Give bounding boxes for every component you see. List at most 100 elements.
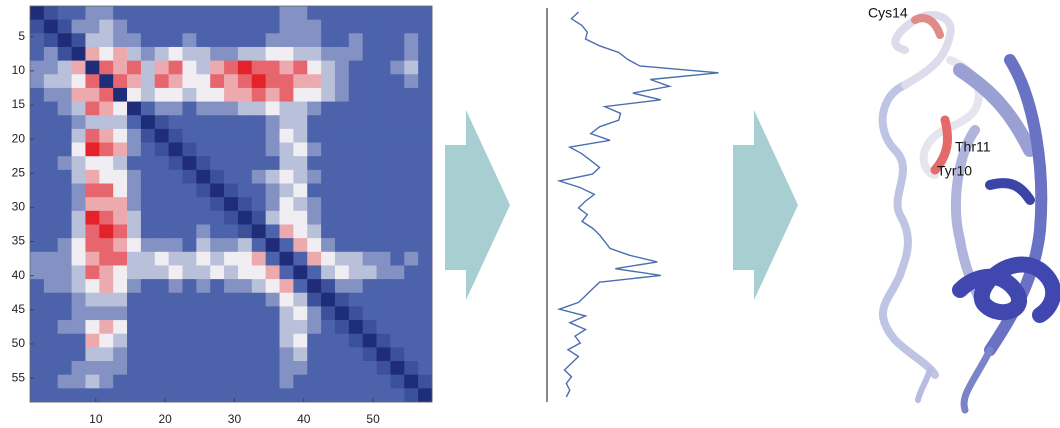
heatmap-cell [30, 375, 44, 389]
heatmap-cell [113, 279, 127, 293]
heatmap-cell [85, 170, 99, 184]
heatmap-cell [30, 6, 44, 20]
heatmap-cell [321, 115, 335, 129]
heatmap-cell [293, 143, 307, 157]
heatmap-cell [72, 306, 86, 320]
heatmap-cell [85, 224, 99, 238]
heatmap-cell [349, 20, 363, 34]
heatmap-cell [85, 279, 99, 293]
heatmap-cell [404, 33, 418, 47]
heatmap-cell [280, 211, 294, 225]
heatmap-cell [280, 61, 294, 75]
heatmap-cell [99, 347, 113, 361]
heatmap-cell [404, 375, 418, 389]
heatmap-cell [72, 265, 86, 279]
heatmap-cell [390, 33, 404, 47]
heatmap-cell [377, 61, 391, 75]
heatmap-cell [210, 170, 224, 184]
heatmap-cell [85, 47, 99, 61]
heatmap-cell [224, 20, 238, 34]
heatmap-cell [404, 184, 418, 198]
heatmap-cell [280, 197, 294, 211]
heatmap-cell [141, 375, 155, 389]
heatmap-cell [418, 6, 432, 20]
heatmap-cell [182, 88, 196, 102]
heatmap-cell [196, 293, 210, 307]
heatmap-cell [155, 252, 169, 266]
heatmap-cell [58, 211, 72, 225]
heatmap-cell [293, 20, 307, 34]
heatmap-cell [293, 88, 307, 102]
heatmap-cell [44, 347, 58, 361]
heatmap-cell [390, 211, 404, 225]
heatmap-cell [418, 375, 432, 389]
heatmap-cell [349, 361, 363, 375]
heatmap-cell [196, 265, 210, 279]
heatmap-cell [390, 347, 404, 361]
heatmap-cell [210, 102, 224, 116]
heatmap-cell [238, 129, 252, 143]
heatmap-cell [169, 293, 183, 307]
heatmap-cell [238, 293, 252, 307]
heatmap-cell [390, 170, 404, 184]
heatmap-cell [363, 156, 377, 170]
heatmap-cell [390, 115, 404, 129]
heatmap-cell [127, 265, 141, 279]
heatmap-cell [266, 88, 280, 102]
heatmap-cell [182, 197, 196, 211]
heatmap-cell [335, 320, 349, 334]
loop [964, 350, 990, 410]
heatmap-cell [44, 361, 58, 375]
heatmap-cell [349, 197, 363, 211]
heatmap-cell [30, 293, 44, 307]
heatmap-cell [155, 47, 169, 61]
heatmap-cell [238, 6, 252, 20]
heatmap-cell [307, 156, 321, 170]
heatmap-cell [390, 293, 404, 307]
heatmap-cell [293, 47, 307, 61]
heatmap-cell [321, 61, 335, 75]
heatmap-cell [210, 184, 224, 198]
heatmap-cell [321, 184, 335, 198]
heatmap-cell [210, 143, 224, 157]
heatmap-cell [280, 320, 294, 334]
heatmap-cell [321, 129, 335, 143]
heatmap-cell [307, 47, 321, 61]
heatmap-cell [30, 320, 44, 334]
heatmap-cell [72, 61, 86, 75]
figure: Cys14 Thr11 Tyr10 1020304050510152025303… [0, 0, 1060, 428]
heatmap-cell [85, 20, 99, 34]
heatmap-cell [72, 334, 86, 348]
heatmap-cell [196, 129, 210, 143]
heatmap-cell [335, 279, 349, 293]
heatmap-cell [58, 361, 72, 375]
heatmap-cell [196, 102, 210, 116]
heatmap-cell [418, 102, 432, 116]
heatmap-cell [141, 129, 155, 143]
heatmap-cell [349, 129, 363, 143]
heatmap-cell [377, 320, 391, 334]
heatmap-cell [252, 211, 266, 225]
heatmap-cell [196, 388, 210, 402]
heatmap-cell [224, 88, 238, 102]
heatmap-cell [99, 47, 113, 61]
heatmap-cell [335, 170, 349, 184]
heatmap-cell [44, 279, 58, 293]
heatmap-cell [377, 102, 391, 116]
heatmap-cell [30, 47, 44, 61]
heatmap-cell [266, 361, 280, 375]
heatmap-cell [196, 306, 210, 320]
heatmap-cell [58, 184, 72, 198]
heatmap-cell [266, 293, 280, 307]
heatmap-cell [224, 102, 238, 116]
heatmap-cell [335, 238, 349, 252]
heatmap-cell [266, 20, 280, 34]
heatmap-cell [127, 20, 141, 34]
heatmap-cell [113, 265, 127, 279]
heatmap-cell [349, 143, 363, 157]
heatmap-cell [85, 184, 99, 198]
heatmap-cell [85, 88, 99, 102]
heatmap-cell [44, 184, 58, 198]
heatmap-cell [155, 61, 169, 75]
heatmap-cell [404, 20, 418, 34]
